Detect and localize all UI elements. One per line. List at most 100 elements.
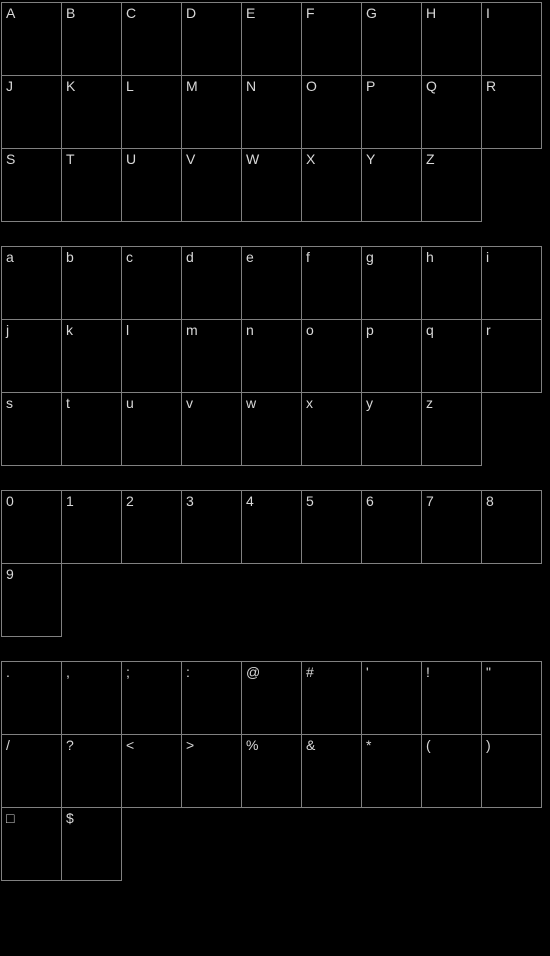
glyph-cell[interactable]: d <box>181 246 242 320</box>
glyph-label: i <box>486 250 489 264</box>
glyph-cell[interactable]: i <box>481 246 542 320</box>
glyph-cell[interactable]: n <box>241 319 302 393</box>
glyph-cell[interactable]: o <box>301 319 362 393</box>
glyph-cell[interactable]: J <box>1 75 62 149</box>
glyph-cell[interactable]: 9 <box>1 563 62 637</box>
glyph-cell[interactable]: @ <box>241 661 302 735</box>
glyph-cell[interactable]: Z <box>421 148 482 222</box>
glyph-cell[interactable]: 7 <box>421 490 482 564</box>
glyph-cell[interactable]: y <box>361 392 422 466</box>
glyph-cell[interactable]: f <box>301 246 362 320</box>
glyph-cell[interactable]: 3 <box>181 490 242 564</box>
glyph-cell[interactable]: T <box>61 148 122 222</box>
glyph-label: 3 <box>186 494 194 508</box>
glyph-cell[interactable]: S <box>1 148 62 222</box>
glyph-cell[interactable]: 5 <box>301 490 362 564</box>
glyph-label: e <box>246 250 254 264</box>
glyph-cell[interactable]: r <box>481 319 542 393</box>
glyph-label: $ <box>66 811 74 825</box>
glyph-cell[interactable]: > <box>181 734 242 808</box>
glyph-cell[interactable]: R <box>481 75 542 149</box>
glyph-label: P <box>366 79 375 93</box>
glyph-cell[interactable]: Q <box>421 75 482 149</box>
glyph-cell[interactable]: ( <box>421 734 482 808</box>
glyph-cell[interactable]: l <box>121 319 182 393</box>
glyph-label: c <box>126 250 133 264</box>
glyph-cell[interactable]: z <box>421 392 482 466</box>
glyph-cell[interactable]: K <box>61 75 122 149</box>
glyph-cell[interactable]: 1 <box>61 490 122 564</box>
glyph-cell[interactable]: / <box>1 734 62 808</box>
glyph-cell[interactable]: 8 <box>481 490 542 564</box>
glyph-cell[interactable]: p <box>361 319 422 393</box>
glyph-cell[interactable]: v <box>181 392 242 466</box>
glyph-cell[interactable]: Y <box>361 148 422 222</box>
glyph-cell[interactable]: B <box>61 2 122 76</box>
glyph-cell[interactable]: G <box>361 2 422 76</box>
glyph-cell[interactable]: E <box>241 2 302 76</box>
glyph-cell[interactable]: # <box>301 661 362 735</box>
glyph-cell[interactable]: ? <box>61 734 122 808</box>
glyph-label: D <box>186 6 196 20</box>
glyph-label: V <box>186 152 195 166</box>
glyph-cell[interactable]: 0 <box>1 490 62 564</box>
glyph-cell[interactable]: 4 <box>241 490 302 564</box>
glyph-cell[interactable]: a <box>1 246 62 320</box>
glyph-cell[interactable]: I <box>481 2 542 76</box>
glyph-cell[interactable]: k <box>61 319 122 393</box>
glyph-cell[interactable]: ' <box>361 661 422 735</box>
glyph-cell[interactable]: * <box>361 734 422 808</box>
glyph-cell[interactable]: D <box>181 2 242 76</box>
glyph-cell[interactable]: w <box>241 392 302 466</box>
glyph-cell[interactable]: X <box>301 148 362 222</box>
glyph-cell[interactable]: s <box>1 392 62 466</box>
glyph-label: f <box>306 250 310 264</box>
glyph-cell[interactable]: M <box>181 75 242 149</box>
glyph-label: k <box>66 323 73 337</box>
glyph-cell[interactable]: H <box>421 2 482 76</box>
glyph-cell[interactable]: N <box>241 75 302 149</box>
glyph-label: % <box>246 738 258 752</box>
glyph-cell[interactable]: , <box>61 661 122 735</box>
glyph-cell[interactable]: c <box>121 246 182 320</box>
glyph-cell[interactable]: A <box>1 2 62 76</box>
glyph-cell[interactable]: e <box>241 246 302 320</box>
glyph-cell[interactable]: b <box>61 246 122 320</box>
glyph-cell[interactable]: : <box>181 661 242 735</box>
glyph-cell[interactable]: ; <box>121 661 182 735</box>
glyph-label: w <box>246 396 256 410</box>
glyph-label: ? <box>66 738 74 752</box>
glyph-cell[interactable]: ! <box>421 661 482 735</box>
glyph-cell[interactable]: j <box>1 319 62 393</box>
glyph-cell[interactable]: P <box>361 75 422 149</box>
glyph-cell[interactable]: 6 <box>361 490 422 564</box>
glyph-cell[interactable]: V <box>181 148 242 222</box>
glyph-cell[interactable]: g <box>361 246 422 320</box>
glyph-cell[interactable]: $ <box>61 807 122 881</box>
glyph-cell[interactable]: h <box>421 246 482 320</box>
glyph-cell[interactable]: q <box>421 319 482 393</box>
glyph-cell[interactable]: F <box>301 2 362 76</box>
glyph-cell[interactable]: x <box>301 392 362 466</box>
glyph-cell[interactable]: C <box>121 2 182 76</box>
glyph-cell[interactable]: % <box>241 734 302 808</box>
glyph-cell[interactable]: . <box>1 661 62 735</box>
glyph-cell[interactable]: & <box>301 734 362 808</box>
glyph-cell[interactable]: L <box>121 75 182 149</box>
glyph-cell[interactable]: W <box>241 148 302 222</box>
glyph-cell[interactable]: 2 <box>121 490 182 564</box>
glyph-label: W <box>246 152 259 166</box>
glyph-cell[interactable]: u <box>121 392 182 466</box>
glyph-cell[interactable]: □ <box>1 807 62 881</box>
glyph-label: / <box>6 738 10 752</box>
glyph-cell[interactable]: U <box>121 148 182 222</box>
glyph-cell[interactable]: t <box>61 392 122 466</box>
glyph-cell[interactable]: < <box>121 734 182 808</box>
glyph-cell[interactable]: m <box>181 319 242 393</box>
glyph-cell[interactable]: O <box>301 75 362 149</box>
glyph-label: 9 <box>6 567 14 581</box>
glyph-cell[interactable]: " <box>481 661 542 735</box>
glyph-label: h <box>426 250 434 264</box>
glyph-cell[interactable]: ) <box>481 734 542 808</box>
charmap-section-3: .,;:@#'!" /? <>% &*() □ $ <box>1 661 542 881</box>
